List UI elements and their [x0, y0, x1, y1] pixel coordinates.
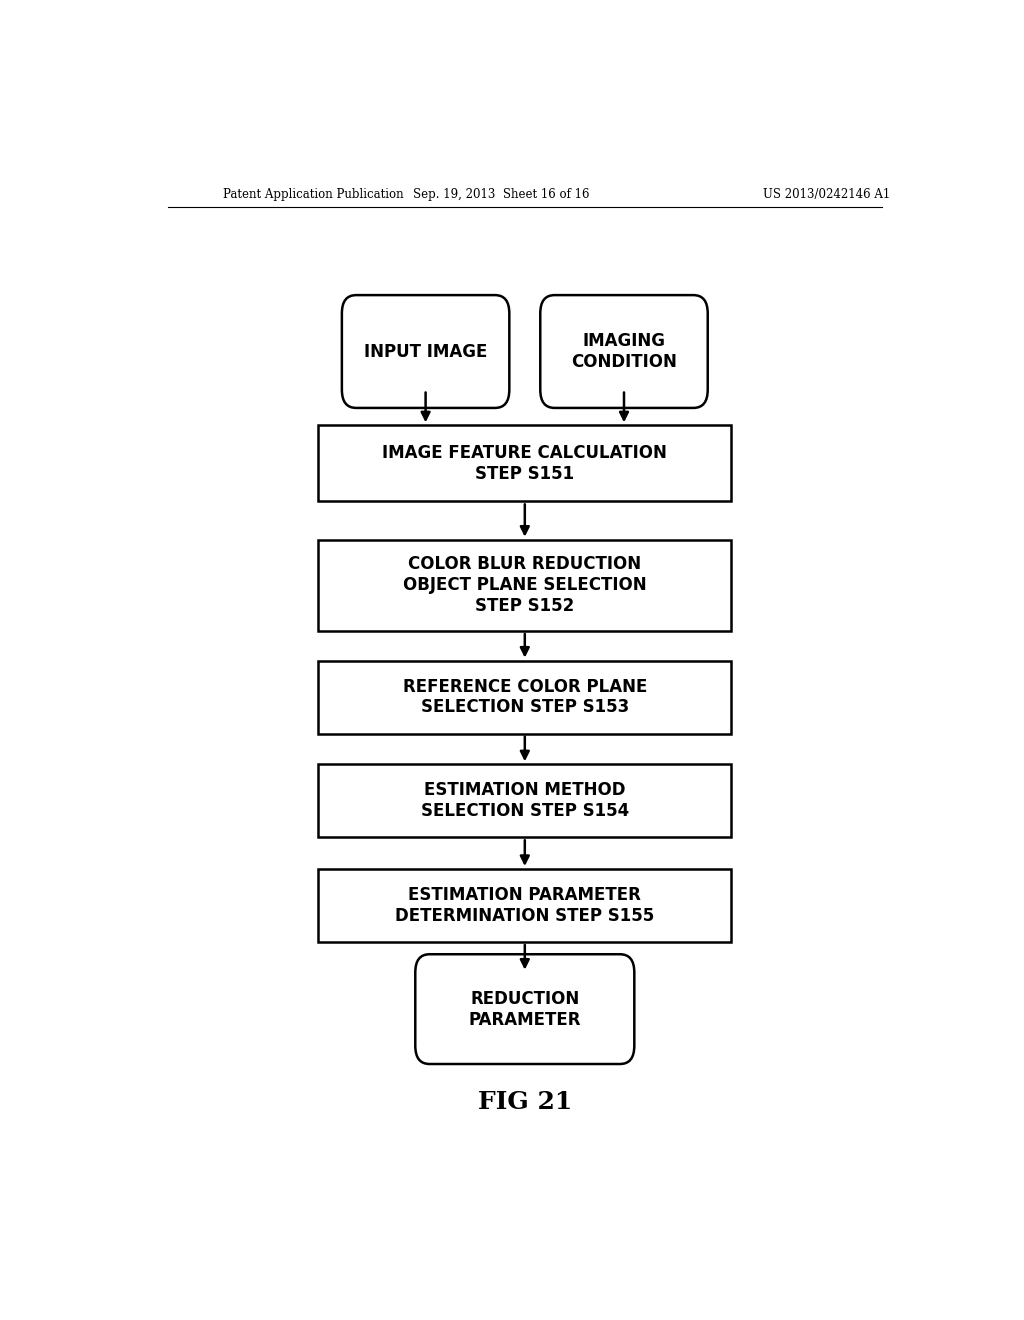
Text: INPUT IMAGE: INPUT IMAGE — [364, 342, 487, 360]
Text: IMAGING
CONDITION: IMAGING CONDITION — [571, 333, 677, 371]
Text: Patent Application Publication: Patent Application Publication — [223, 189, 403, 202]
Text: US 2013/0242146 A1: US 2013/0242146 A1 — [763, 189, 890, 202]
Text: ESTIMATION METHOD
SELECTION STEP S154: ESTIMATION METHOD SELECTION STEP S154 — [421, 781, 629, 820]
Bar — [318, 869, 731, 942]
Text: FIG 21: FIG 21 — [477, 1089, 572, 1114]
Text: REFERENCE COLOR PLANE
SELECTION STEP S153: REFERENCE COLOR PLANE SELECTION STEP S15… — [402, 677, 647, 717]
FancyBboxPatch shape — [541, 296, 708, 408]
Bar — [318, 660, 731, 734]
Bar — [318, 425, 731, 502]
Text: ESTIMATION PARAMETER
DETERMINATION STEP S155: ESTIMATION PARAMETER DETERMINATION STEP … — [395, 886, 654, 925]
Text: IMAGE FEATURE CALCULATION
STEP S151: IMAGE FEATURE CALCULATION STEP S151 — [382, 444, 668, 483]
Bar — [318, 540, 731, 631]
Text: Sep. 19, 2013  Sheet 16 of 16: Sep. 19, 2013 Sheet 16 of 16 — [413, 189, 589, 202]
Bar — [318, 764, 731, 837]
FancyBboxPatch shape — [416, 954, 634, 1064]
Text: COLOR BLUR REDUCTION
OBJECT PLANE SELECTION
STEP S152: COLOR BLUR REDUCTION OBJECT PLANE SELECT… — [403, 556, 646, 615]
Text: REDUCTION
PARAMETER: REDUCTION PARAMETER — [469, 990, 581, 1028]
FancyBboxPatch shape — [342, 296, 509, 408]
